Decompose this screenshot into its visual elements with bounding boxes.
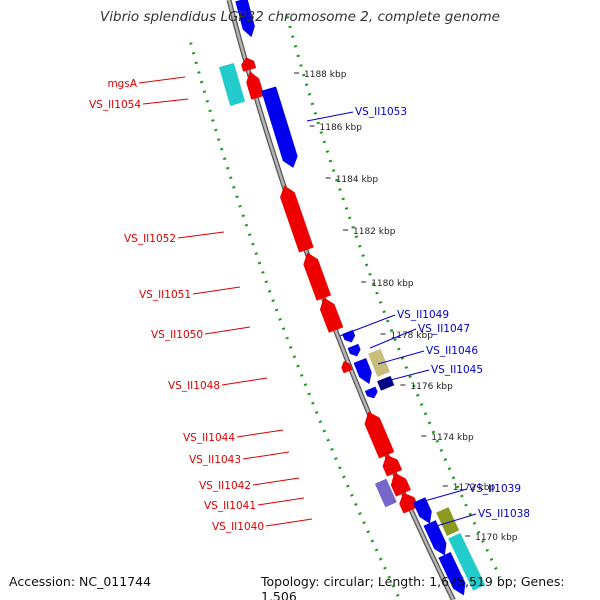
gene-bottom-reverse[interactable] bbox=[438, 551, 466, 596]
left-label-line bbox=[242, 451, 290, 460]
ruler-tick-label: 1170 kbp bbox=[475, 533, 518, 543]
gene-label-VS_II1054[interactable]: VS_II1054 bbox=[89, 99, 141, 111]
left-labels[interactable]: mgsA VS_II1054 VS_II1052 VS_II1051 VS_II1050… bbox=[89, 76, 313, 533]
strand-guides bbox=[189, 16, 502, 600]
ruler: 1188 kbp 1186 kbp 1184 kbp 1182 kbp 1180 kbp… bbox=[294, 70, 518, 543]
gene-label-VS_II1040[interactable]: VS_II1040 bbox=[212, 521, 264, 533]
gene-label-VS_II1043[interactable]: VS_II1043 bbox=[189, 454, 241, 466]
ruler-tick-label: 1180 kbp bbox=[371, 279, 414, 289]
left-label-line bbox=[192, 286, 241, 295]
gene-features bbox=[218, 0, 486, 596]
gene-label-VS_II1042[interactable]: VS_II1042 bbox=[199, 480, 251, 492]
ruler-tick-label: 1182 kbp bbox=[353, 227, 396, 237]
right-label-line bbox=[306, 111, 354, 122]
gene-VS_II1047[interactable] bbox=[347, 343, 361, 357]
gene-label-VS_II1053[interactable]: VS_II1053 bbox=[355, 106, 407, 118]
gene-VS_II1045[interactable] bbox=[377, 375, 395, 391]
right-label-line bbox=[420, 488, 468, 503]
gene-label-VS_II1041[interactable]: VS_II1041 bbox=[204, 500, 256, 512]
topology-text: Topology: circular; Length: 1,675,519 bp… bbox=[261, 574, 565, 600]
gene-VS_II1046[interactable] bbox=[353, 357, 372, 385]
left-label-line bbox=[252, 477, 300, 486]
gene-label-VS_II1039[interactable]: VS_II1039 bbox=[469, 483, 521, 495]
gene-label-VS_II1051[interactable]: VS_II1051 bbox=[139, 289, 191, 301]
right-label-line bbox=[377, 350, 425, 365]
left-label-line bbox=[221, 377, 268, 386]
left-guide bbox=[189, 42, 402, 600]
gene-label-VS_II1047[interactable]: VS_II1047 bbox=[418, 323, 470, 335]
right-labels[interactable]: VS_II1053 VS_II1049 VS_II1047 VS_II1046 VS_I… bbox=[306, 106, 530, 529]
left-label-line bbox=[236, 429, 284, 438]
gene-label-VS_II1046[interactable]: VS_II1046 bbox=[426, 345, 478, 357]
gene-label-VS_II1045[interactable]: VS_II1045 bbox=[431, 364, 483, 376]
gene-VS_II1054[interactable] bbox=[246, 71, 265, 100]
gene-VS_II1038[interactable] bbox=[423, 520, 447, 556]
gene-olive[interactable] bbox=[436, 507, 460, 537]
gene-VS_II1048[interactable] bbox=[341, 360, 353, 374]
gene-label-VS_II1049[interactable]: VS_II1049 bbox=[397, 309, 449, 321]
left-label-line bbox=[138, 76, 186, 84]
mgsA-rna[interactable] bbox=[218, 62, 246, 107]
gene-VS_II1042[interactable] bbox=[390, 472, 412, 497]
gene-label-VS_II1050[interactable]: VS_II1050 bbox=[151, 329, 203, 341]
gene-label-VS_II1052[interactable]: VS_II1052 bbox=[124, 233, 176, 245]
left-label-line bbox=[265, 518, 313, 527]
gene-label-VS_II1048[interactable]: VS_II1048 bbox=[168, 380, 220, 392]
ruler-tick-label: 1188 kbp bbox=[304, 70, 347, 80]
map-title: Vibrio splendidus LGP32 chromosome 2, co… bbox=[100, 9, 500, 25]
gene-VS_II1050[interactable] bbox=[319, 297, 344, 333]
ruler-tick-label: 1178 kbp bbox=[391, 331, 434, 341]
gene-VS_II1049[interactable] bbox=[342, 329, 356, 343]
gene-VS_II1052[interactable] bbox=[280, 185, 314, 253]
left-label-line bbox=[257, 497, 305, 506]
gene-VS_II1053[interactable] bbox=[261, 86, 298, 168]
gene-VS_II1040[interactable] bbox=[374, 478, 397, 508]
right-label-line bbox=[429, 513, 477, 529]
left-label-line bbox=[142, 98, 189, 105]
gene-mgsA[interactable] bbox=[241, 57, 257, 72]
gene-VS_II1051[interactable] bbox=[303, 252, 332, 301]
left-label-line bbox=[177, 231, 225, 239]
gene-khaki[interactable] bbox=[368, 348, 391, 378]
ruler-tick-label: 1176 kbp bbox=[410, 382, 453, 392]
left-label-line bbox=[204, 326, 251, 335]
gene-VS_II1043[interactable] bbox=[382, 454, 403, 477]
ruler-tick-label: 1174 kbp bbox=[431, 433, 474, 443]
gene-VS_II1045b[interactable] bbox=[364, 386, 378, 399]
right-label-line bbox=[369, 328, 417, 349]
gene-rna-bottom[interactable] bbox=[448, 532, 486, 591]
gene-VS_II1044[interactable] bbox=[364, 411, 395, 459]
ruler-tick-label: 1186 kbp bbox=[320, 123, 363, 133]
gene-label-VS_II1044[interactable]: VS_II1044 bbox=[183, 432, 235, 444]
accession-text: Accession: NC_011744 bbox=[9, 574, 152, 589]
ruler-tick-label: 1184 kbp bbox=[336, 175, 379, 185]
gene-label-mgsA[interactable]: mgsA bbox=[107, 78, 137, 90]
right-label-line bbox=[339, 314, 396, 337]
gene-label-VS_II1038[interactable]: VS_II1038 bbox=[478, 508, 530, 520]
right-label-line bbox=[382, 369, 430, 383]
gene-top-reverse[interactable] bbox=[235, 0, 255, 38]
gene-VS_II1039[interactable] bbox=[412, 497, 432, 524]
ruler-tick-label: 1172 kbp bbox=[453, 483, 496, 493]
